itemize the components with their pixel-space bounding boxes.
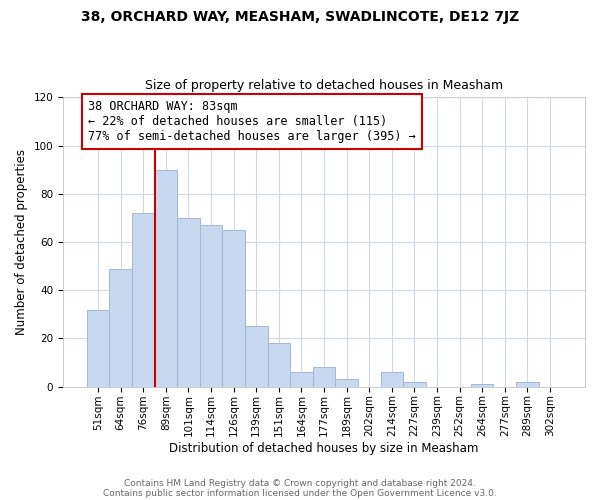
- Text: Contains HM Land Registry data © Crown copyright and database right 2024.: Contains HM Land Registry data © Crown c…: [124, 478, 476, 488]
- Bar: [177, 218, 200, 386]
- Bar: [132, 213, 155, 386]
- Bar: [471, 384, 493, 386]
- Bar: [87, 310, 109, 386]
- Y-axis label: Number of detached properties: Number of detached properties: [15, 149, 28, 335]
- Bar: [245, 326, 268, 386]
- Bar: [223, 230, 245, 386]
- Bar: [403, 382, 425, 386]
- Bar: [313, 368, 335, 386]
- Bar: [155, 170, 177, 386]
- Title: Size of property relative to detached houses in Measham: Size of property relative to detached ho…: [145, 79, 503, 92]
- Bar: [200, 225, 223, 386]
- Bar: [109, 268, 132, 386]
- Text: Contains public sector information licensed under the Open Government Licence v3: Contains public sector information licen…: [103, 488, 497, 498]
- Bar: [290, 372, 313, 386]
- Text: 38, ORCHARD WAY, MEASHAM, SWADLINCOTE, DE12 7JZ: 38, ORCHARD WAY, MEASHAM, SWADLINCOTE, D…: [81, 10, 519, 24]
- Bar: [268, 344, 290, 386]
- Bar: [380, 372, 403, 386]
- X-axis label: Distribution of detached houses by size in Measham: Distribution of detached houses by size …: [169, 442, 479, 455]
- Bar: [516, 382, 539, 386]
- Text: 38 ORCHARD WAY: 83sqm
← 22% of detached houses are smaller (115)
77% of semi-det: 38 ORCHARD WAY: 83sqm ← 22% of detached …: [88, 100, 416, 142]
- Bar: [335, 380, 358, 386]
